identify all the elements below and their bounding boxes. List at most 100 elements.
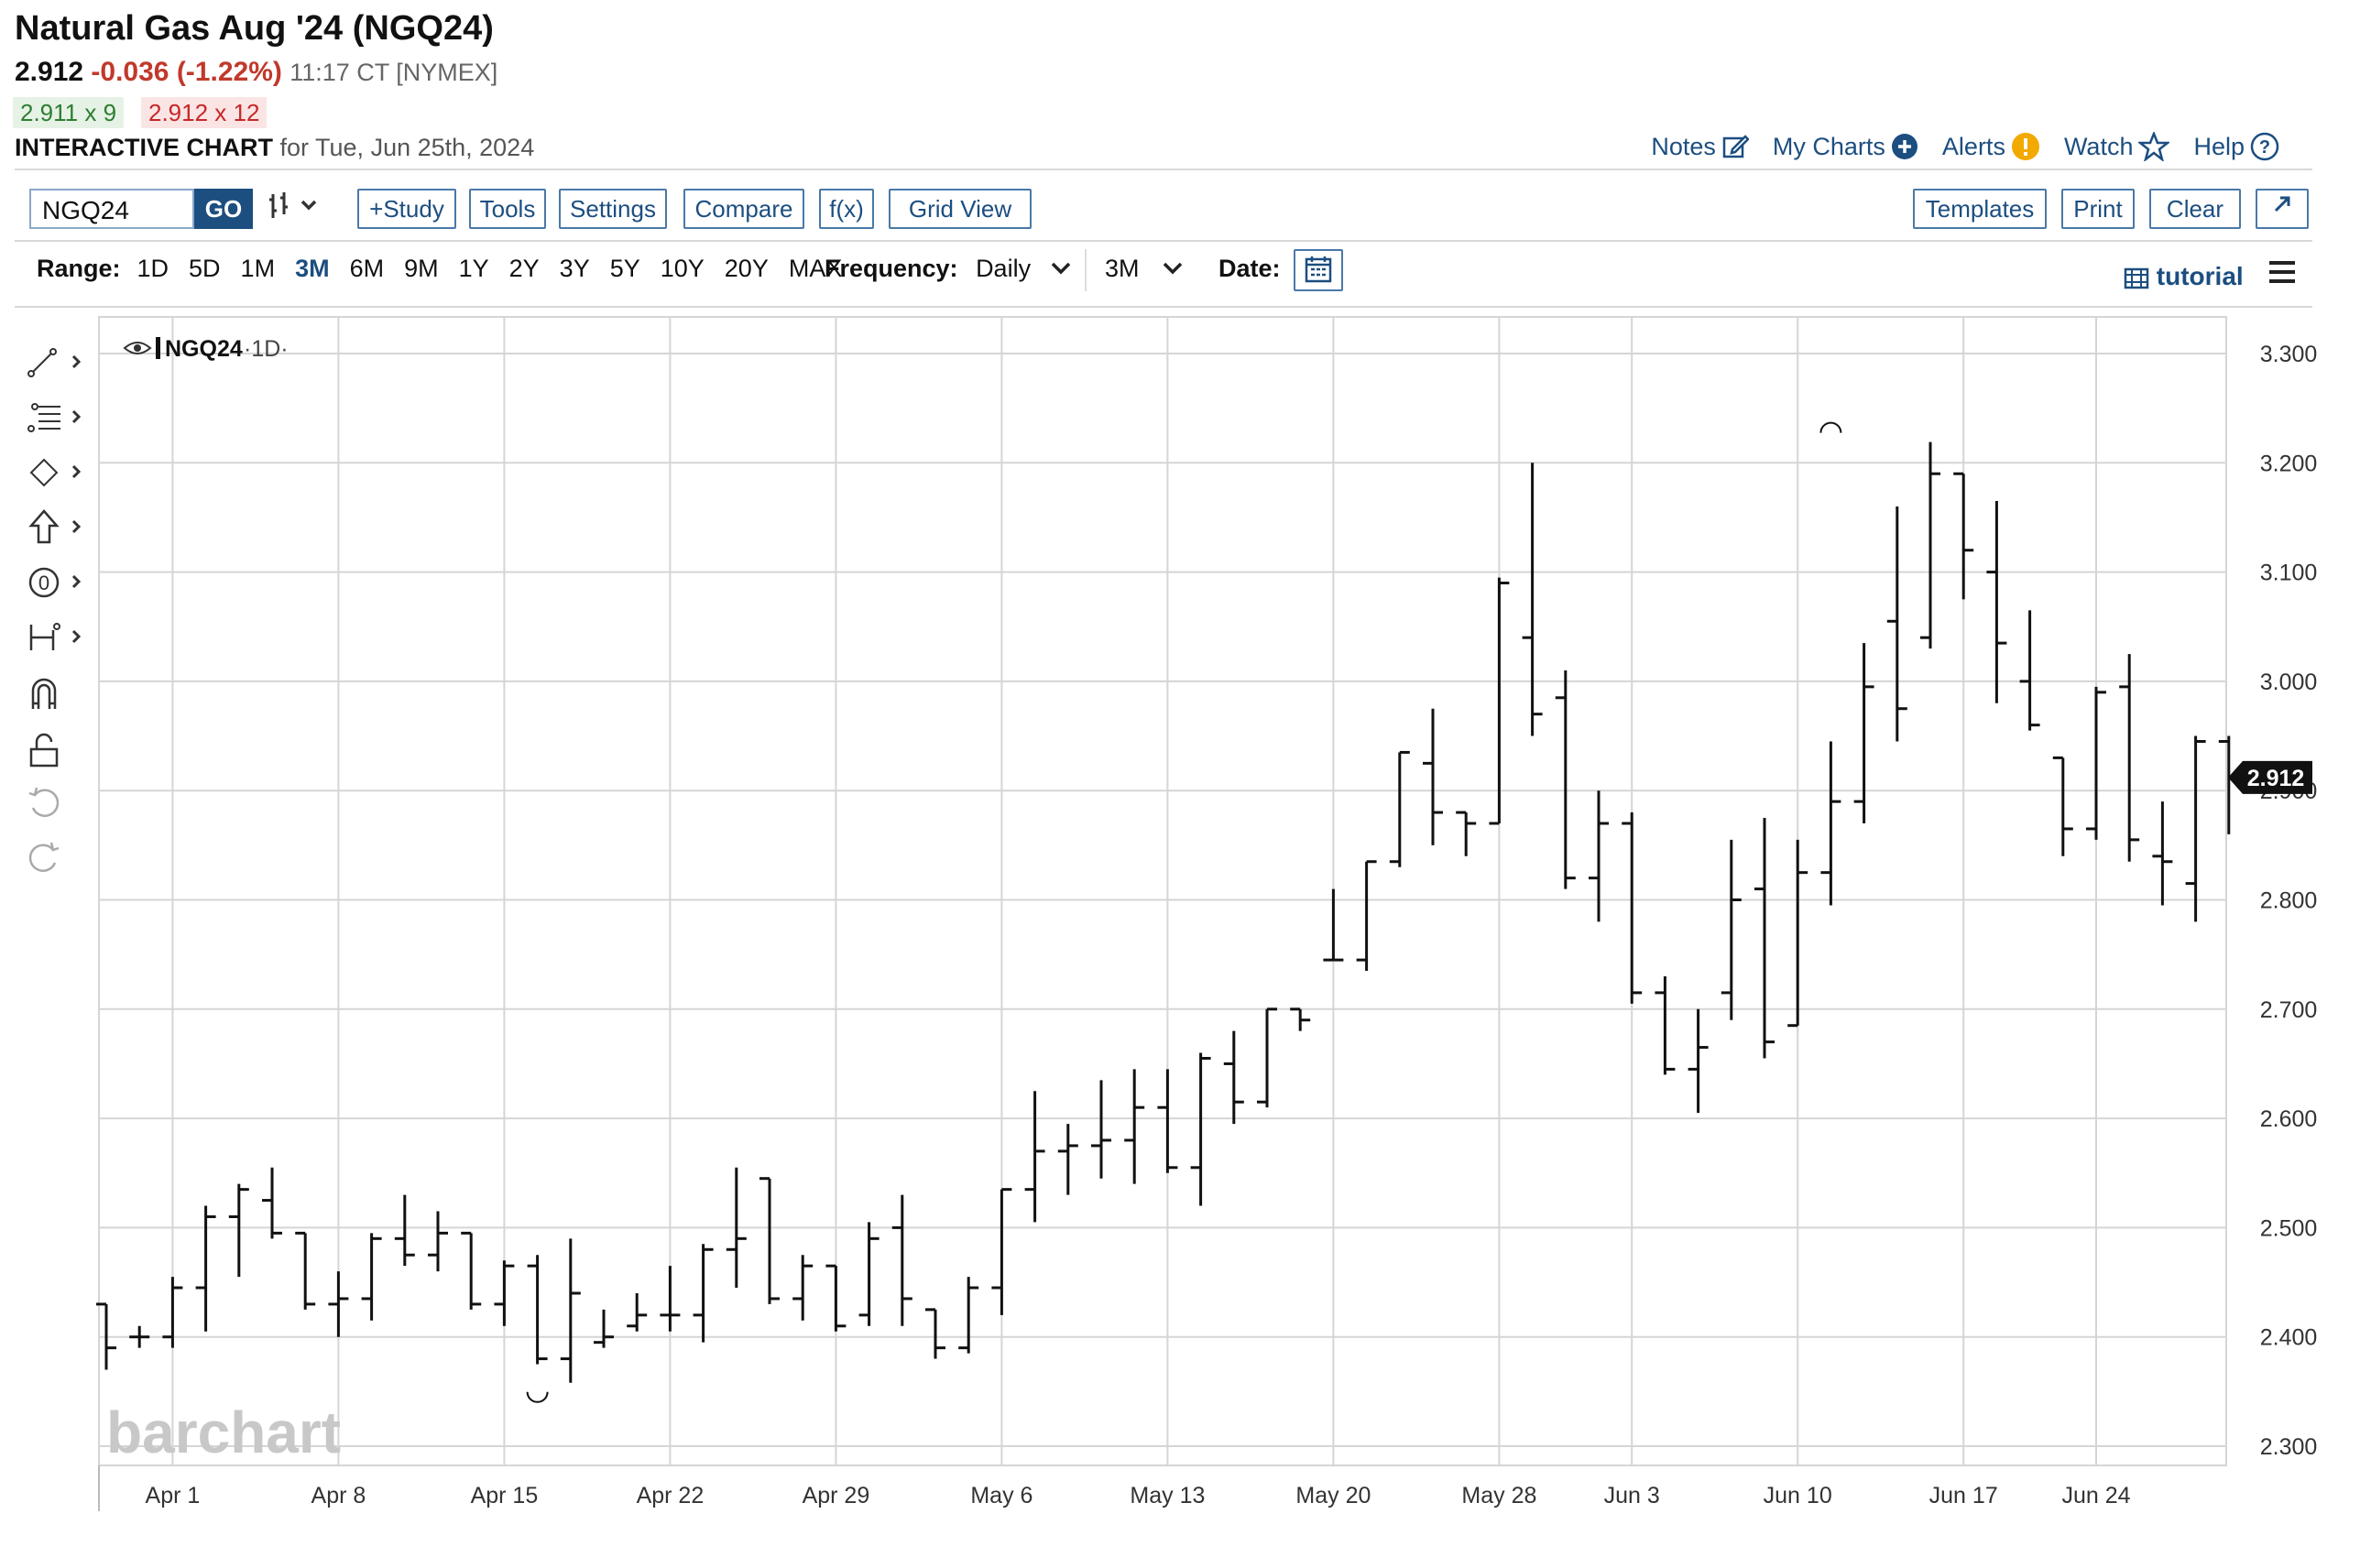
ask-badge: 2.912 x 12 bbox=[141, 97, 268, 128]
ohlc-bar bbox=[660, 1266, 681, 1332]
study-button[interactable]: +Study bbox=[357, 189, 456, 229]
compare-button[interactable]: Compare bbox=[683, 189, 804, 229]
header-divider bbox=[15, 169, 2312, 170]
ohlc-bar bbox=[1555, 670, 1576, 889]
ohlc-bar bbox=[1986, 501, 2007, 703]
x-tick-label: Apr 22 bbox=[637, 1483, 705, 1508]
ohlc-bar bbox=[494, 1260, 515, 1326]
ohlc-bar bbox=[1057, 1124, 1078, 1195]
ohlc-bar bbox=[726, 1167, 747, 1289]
lock-tool[interactable] bbox=[26, 729, 90, 769]
y-tick-label: 2.700 bbox=[2260, 997, 2318, 1023]
measure-tool[interactable] bbox=[26, 617, 90, 658]
arrow-tool[interactable] bbox=[26, 507, 90, 548]
ohlc-bar bbox=[1886, 506, 1907, 742]
redo-icon bbox=[28, 842, 60, 872]
ohlc-bar bbox=[1953, 472, 1974, 600]
ohlc-bar bbox=[295, 1231, 316, 1310]
range-max[interactable]: MAX bbox=[788, 255, 843, 282]
last-price-tag-text: 2.912 bbox=[2247, 766, 2305, 791]
ohlc-bar bbox=[129, 1325, 150, 1348]
x-tick-label: Apr 1 bbox=[146, 1483, 201, 1508]
range-6m[interactable]: 6M bbox=[349, 255, 385, 282]
range-20y[interactable]: 20Y bbox=[724, 255, 769, 282]
help-link[interactable]: Help ? bbox=[2193, 132, 2279, 161]
symbol-input[interactable]: NGQ24 bbox=[29, 189, 194, 229]
chart-heading-label: INTERACTIVE CHART bbox=[15, 134, 273, 161]
frequency-select[interactable]: Frequency: Daily bbox=[825, 255, 1073, 283]
ohlc-bars bbox=[96, 441, 2239, 1383]
function-button[interactable]: f(x) bbox=[819, 189, 874, 229]
ohlc-bar bbox=[1589, 790, 1609, 922]
go-button[interactable]: GO bbox=[194, 189, 253, 229]
range-3m[interactable]: 3M bbox=[295, 255, 330, 282]
range-1m[interactable]: 1M bbox=[240, 255, 276, 282]
series-swatch bbox=[156, 337, 160, 359]
menu-button[interactable] bbox=[2267, 258, 2298, 290]
range-1y[interactable]: 1Y bbox=[458, 255, 489, 282]
notes-link[interactable]: Notes bbox=[1651, 132, 1749, 161]
high-marker bbox=[1819, 421, 1842, 433]
alerts-label: Alerts bbox=[1941, 132, 2005, 160]
period-select[interactable]: 3M bbox=[1105, 255, 1185, 283]
ohlc-bar bbox=[394, 1194, 415, 1267]
y-tick-label: 2.300 bbox=[2260, 1434, 2318, 1460]
print-button[interactable]: Print bbox=[2061, 189, 2135, 229]
low-marker bbox=[526, 1391, 549, 1403]
range-3y[interactable]: 3Y bbox=[559, 255, 590, 282]
range-10y[interactable]: 10Y bbox=[660, 255, 705, 282]
chart-type-select[interactable] bbox=[268, 191, 322, 229]
expand-icon bbox=[2274, 196, 2290, 212]
date-picker-button[interactable] bbox=[1294, 249, 1343, 291]
tools-button[interactable]: Tools bbox=[469, 189, 546, 229]
range-2y[interactable]: 2Y bbox=[508, 255, 540, 282]
alerts-link[interactable]: Alerts bbox=[1942, 132, 2040, 161]
undo-tool[interactable] bbox=[26, 784, 90, 824]
range-1d[interactable]: 1D bbox=[137, 255, 169, 282]
range-9m[interactable]: 9M bbox=[404, 255, 439, 282]
magnet-tool[interactable] bbox=[26, 672, 90, 713]
ohlc-bar bbox=[1787, 839, 1808, 1028]
ohlc-bar bbox=[2152, 801, 2173, 906]
range-5y[interactable]: 5Y bbox=[609, 255, 640, 282]
templates-button[interactable]: Templates bbox=[1913, 189, 2047, 229]
legend-symbol: NGQ24 bbox=[165, 336, 243, 362]
settings-button[interactable]: Settings bbox=[559, 189, 667, 229]
redo-tool[interactable] bbox=[26, 839, 90, 879]
alert-icon bbox=[2011, 133, 2039, 160]
pencil-icon bbox=[1722, 135, 1749, 158]
watch-link[interactable]: Watch bbox=[2064, 132, 2170, 161]
ohlc-bar bbox=[1024, 1091, 1045, 1223]
x-tick-label: May 28 bbox=[1461, 1483, 1536, 1508]
shape-tool[interactable] bbox=[26, 452, 90, 493]
star-icon bbox=[2138, 132, 2170, 161]
watch-label: Watch bbox=[2063, 132, 2134, 160]
range-label: Range: bbox=[37, 255, 121, 282]
ohlc-bar bbox=[1190, 1052, 1211, 1206]
ohlc-bar bbox=[1655, 976, 1676, 1075]
ohlc-bar bbox=[262, 1167, 282, 1239]
range-divider bbox=[1085, 249, 1087, 291]
ohlc-bar bbox=[627, 1292, 648, 1332]
clear-button[interactable]: Clear bbox=[2149, 189, 2241, 229]
ohlc-bar bbox=[428, 1211, 448, 1272]
annotation-tool[interactable]: 0 bbox=[26, 562, 90, 603]
my-charts-link[interactable]: My Charts bbox=[1773, 132, 1918, 161]
y-tick-label: 2.600 bbox=[2260, 1106, 2318, 1132]
tutorial-label: tutorial bbox=[2156, 262, 2244, 290]
y-tick-label: 2.400 bbox=[2260, 1325, 2318, 1351]
eye-icon[interactable] bbox=[123, 342, 152, 354]
undo-icon bbox=[28, 787, 60, 817]
barchart-watermark: barchart bbox=[106, 1399, 341, 1465]
tutorial-link[interactable]: tutorial bbox=[2124, 262, 2244, 291]
ohlc-bar bbox=[1389, 750, 1410, 867]
ohlc-bar bbox=[1754, 818, 1775, 1059]
range-5d[interactable]: 5D bbox=[189, 255, 221, 282]
ohlc-bar bbox=[1920, 441, 1940, 649]
help-icon: ? bbox=[2250, 132, 2279, 161]
trendline-tool[interactable] bbox=[26, 343, 90, 383]
grid-view-button[interactable]: Grid View bbox=[889, 189, 1032, 229]
expand-button[interactable] bbox=[2256, 189, 2309, 229]
fib-tool[interactable] bbox=[26, 397, 90, 438]
